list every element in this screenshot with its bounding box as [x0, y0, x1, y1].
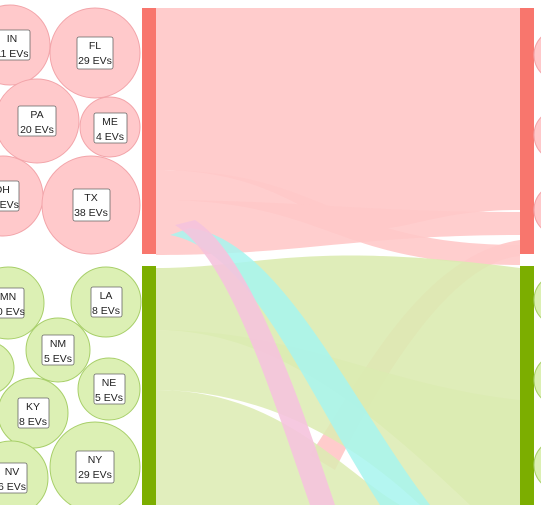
state-evs: 29 EVs	[78, 469, 112, 481]
state-bubble-ky[interactable]: KY 8 EVs	[0, 377, 69, 449]
right-circle-green-3	[533, 446, 541, 484]
state-bubble-ny[interactable]: NY 29 EVs	[49, 421, 141, 505]
left-red-bar	[142, 8, 156, 254]
state-evs: 4 EVs	[96, 131, 124, 143]
state-evs: 8 EVs	[92, 305, 120, 317]
state-name: FL	[89, 40, 101, 52]
left-green-bar	[142, 266, 156, 505]
state-evs: 18 EVs	[0, 199, 19, 211]
right-circle-green-1	[533, 281, 541, 319]
right-edge-circles	[533, 36, 541, 484]
state-evs: 10 EVs	[0, 306, 25, 318]
state-name: KY	[26, 401, 40, 413]
flow-red-to-green-b	[156, 200, 520, 255]
state-name: PA	[30, 109, 43, 121]
state-bubble-oh[interactable]: OH 18 EVs	[0, 155, 44, 237]
flow-cyan	[170, 228, 430, 505]
state-name: NM	[50, 338, 66, 350]
right-red-bar	[520, 8, 534, 254]
state-evs: 5 EVs	[95, 392, 123, 404]
state-bubble-pa[interactable]: PA 20 EVs	[0, 78, 80, 164]
flow-pink	[175, 220, 335, 505]
state-evs: 29 EVs	[78, 55, 112, 67]
right-circle-red-2	[533, 116, 541, 154]
red-state-bubbles: IN 11 EVs FL 29 EVs PA 20 EVs ME 4 EVs O…	[0, 4, 141, 255]
flow-green-to-green-c	[156, 390, 400, 505]
flows	[156, 8, 520, 505]
state-bubble-la[interactable]: LA 8 EVs	[70, 266, 142, 338]
state-evs: 20 EVs	[20, 124, 54, 136]
state-evs: 6 EVs	[0, 481, 26, 493]
green-state-bubbles: MN 10 EVs LA 8 EVs NM 5 EVs NE 5 EVs KY …	[0, 266, 142, 505]
state-bubble-nv[interactable]: NV 6 EVs	[0, 440, 49, 505]
state-name: IN	[7, 33, 18, 45]
right-circle-red-1	[533, 36, 541, 74]
state-name: LA	[100, 290, 113, 302]
state-evs: 5 EVs	[44, 353, 72, 365]
state-name: NY	[88, 454, 103, 466]
state-bubble-ne[interactable]: NE 5 EVs	[77, 357, 141, 421]
state-bubble-in[interactable]: IN 11 EVs	[0, 4, 51, 86]
flow-red-to-red	[156, 8, 520, 230]
state-name: NE	[102, 377, 117, 389]
state-name: TX	[84, 192, 97, 204]
state-name: ME	[102, 116, 118, 128]
right-circle-green-2	[533, 361, 541, 399]
state-evs: 8 EVs	[19, 416, 47, 428]
state-bubble-partial-left	[0, 344, 15, 392]
node-bars	[142, 8, 534, 505]
state-bubble-fl[interactable]: FL 29 EVs	[49, 7, 141, 99]
right-green-bar	[520, 266, 534, 505]
state-bubble-me[interactable]: ME 4 EVs	[79, 96, 141, 158]
state-bubble-tx[interactable]: TX 38 EVs	[41, 155, 141, 255]
state-evs: 11 EVs	[0, 48, 29, 60]
state-name: MN	[0, 291, 16, 303]
state-name: NV	[5, 466, 20, 478]
state-name: OH	[0, 184, 10, 196]
state-bubble-nm[interactable]: NM 5 EVs	[25, 317, 91, 383]
state-bubble-mn[interactable]: MN 10 EVs	[0, 266, 45, 340]
state-evs: 38 EVs	[74, 207, 108, 219]
right-circle-red-3	[533, 191, 541, 229]
